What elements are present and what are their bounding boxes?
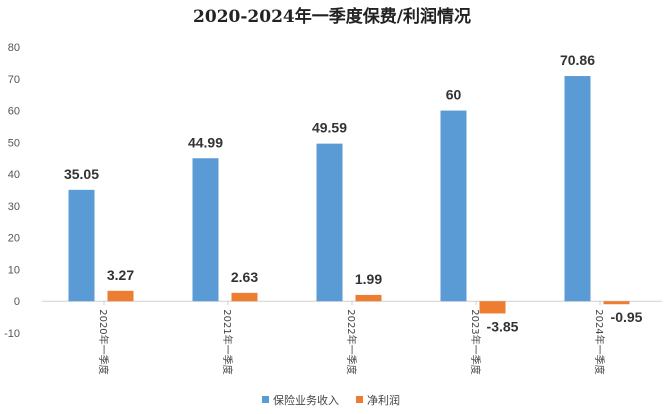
profit-data-label: -0.95 <box>611 309 643 325</box>
x-axis: 2020年一季度 2021年一季度 2022年一季度 2023年一季度 2024年一季度 <box>97 301 606 375</box>
y-tick-label: 50 <box>8 137 20 149</box>
x-category-label: 2023年一季度 <box>469 309 482 374</box>
profit-data-label: 1.99 <box>355 271 382 287</box>
x-category-label: 2024年一季度 <box>593 309 606 374</box>
revenue-data-label: 60 <box>446 87 462 103</box>
legend-label-profit: 净利润 <box>367 393 400 407</box>
y-tick-label: 20 <box>8 233 20 245</box>
x-category-label: 2021年一季度 <box>221 309 234 374</box>
revenue-data-label: 49.59 <box>312 120 347 136</box>
y-tick-label: 30 <box>8 201 20 213</box>
legend-swatch-profit <box>356 396 363 403</box>
x-category-label: 2020年一季度 <box>97 309 110 374</box>
profit-bar <box>355 294 382 302</box>
profit-bar <box>231 292 258 302</box>
x-category-label: 2022年一季度 <box>345 309 358 374</box>
legend-label-revenue: 保险业务收入 <box>273 393 339 407</box>
y-tick-label: 0 <box>14 296 20 308</box>
y-tick-label: -10 <box>4 328 20 340</box>
revenue-bar <box>192 158 219 302</box>
revenue-data-label: 35.05 <box>64 166 99 182</box>
chart-title: 2020-2024年一季度保费/利润情况 <box>193 6 471 27</box>
legend-swatch-revenue <box>262 396 269 403</box>
y-tick-label: 40 <box>8 169 20 181</box>
profit-bar <box>107 290 134 302</box>
y-tick-label: 70 <box>8 74 20 86</box>
revenue-bar <box>564 76 591 302</box>
legend: 保险业务收入 净利润 <box>262 393 400 407</box>
profit-data-label: 3.27 <box>107 267 134 283</box>
revenue-data-label: 44.99 <box>188 134 223 150</box>
y-axis: -10 0 10 20 30 40 50 60 70 80 <box>4 42 20 340</box>
profit-data-label: -3.85 <box>487 318 519 334</box>
revenue-bar <box>440 110 467 302</box>
revenue-bar <box>68 189 95 302</box>
plot-area: 35.05 3.27 44.99 2.63 49.59 1.99 60 -3.85 70.86 -… <box>42 52 662 334</box>
profit-data-label: 2.63 <box>231 269 258 285</box>
profit-bar <box>479 301 506 314</box>
revenue-bar <box>316 143 343 302</box>
y-tick-label: 10 <box>8 264 20 276</box>
profit-bar <box>603 301 630 305</box>
y-tick-label: 80 <box>8 42 20 54</box>
revenue-data-label: 70.86 <box>560 52 595 68</box>
y-tick-label: 60 <box>8 106 20 118</box>
